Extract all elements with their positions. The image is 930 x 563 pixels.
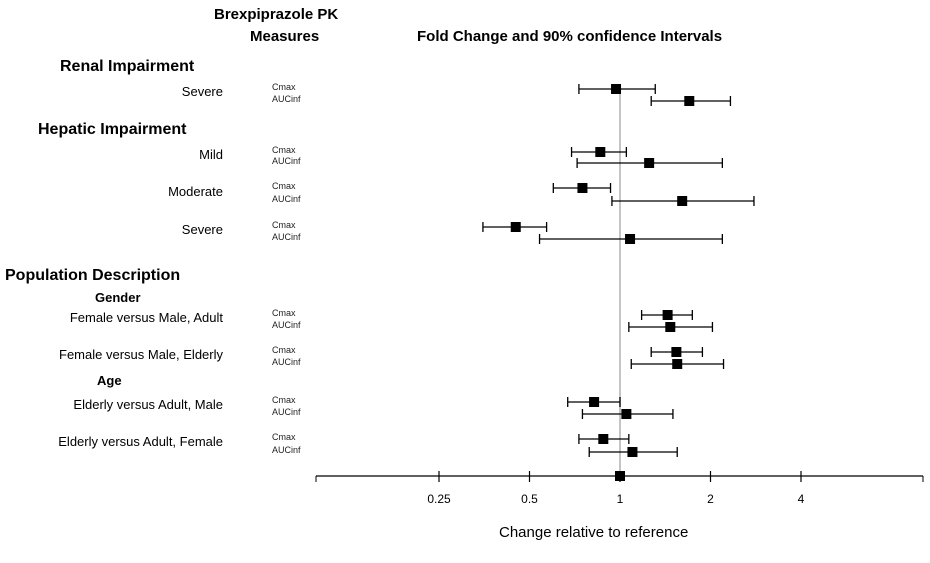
point-estimate: [627, 447, 638, 457]
group-label: Moderate: [168, 184, 223, 199]
point-estimate: [625, 234, 636, 244]
point-estimate: [672, 359, 683, 369]
point-estimate: [671, 347, 682, 357]
measure-label: Cmax: [272, 308, 296, 318]
section-title-population: Population Description: [5, 267, 181, 284]
group-label: Female versus Male, Adult: [69, 310, 223, 325]
measure-label: Cmax: [272, 145, 296, 155]
measure-label: AUCinf: [272, 232, 301, 242]
x-tick-label: 4: [798, 492, 805, 506]
subsection-gender: Gender: [95, 290, 141, 305]
title-left-line1: Brexpiprazole PK: [214, 6, 339, 23]
point-estimate: [621, 409, 632, 419]
measure-label: Cmax: [272, 395, 296, 405]
section-title-hepatic: Hepatic Impairment: [38, 121, 187, 138]
section-title-renal: Renal Impairment: [60, 58, 195, 75]
point-estimate: [595, 147, 606, 157]
point-estimate: [510, 222, 521, 232]
point-estimate: [662, 310, 673, 320]
reference-point: [615, 471, 625, 481]
title-right: Fold Change and 90% confidence Intervals: [417, 28, 723, 45]
group-label: Elderly versus Adult, Male: [73, 397, 223, 412]
point-estimate: [665, 322, 676, 332]
measure-label: AUCinf: [272, 407, 301, 417]
point-estimate: [677, 196, 688, 206]
point-estimate: [598, 434, 609, 444]
measure-label: AUCinf: [272, 194, 301, 204]
x-axis-label: Change relative to reference: [499, 524, 689, 541]
subsection-age: Age: [97, 373, 122, 388]
group-label: Female versus Male, Elderly: [59, 347, 223, 362]
x-tick-label: 0.5: [521, 492, 538, 506]
measure-label: Cmax: [272, 345, 296, 355]
group-label: Elderly versus Adult, Female: [58, 434, 223, 449]
title-left-line2: Measures: [250, 28, 320, 45]
point-estimate: [577, 183, 588, 193]
measure-label: Cmax: [272, 181, 296, 191]
point-estimate: [611, 84, 622, 94]
measure-label: Cmax: [272, 220, 296, 230]
measure-label: Cmax: [272, 432, 296, 442]
x-tick-label: 0.25: [427, 492, 451, 506]
point-estimate: [589, 397, 600, 407]
measure-label: AUCinf: [272, 156, 301, 166]
group-label: Mild: [199, 147, 223, 162]
measure-label: AUCinf: [272, 445, 301, 455]
x-tick-label: 2: [707, 492, 714, 506]
group-label: Severe: [181, 84, 223, 99]
x-tick-label: 1: [617, 492, 624, 506]
measure-label: AUCinf: [272, 94, 301, 104]
group-label: Severe: [181, 222, 223, 237]
measure-label: AUCinf: [272, 320, 301, 330]
point-estimate: [644, 158, 655, 168]
measure-label: AUCinf: [272, 357, 301, 367]
point-estimate: [684, 96, 695, 106]
measure-label: Cmax: [272, 82, 296, 92]
